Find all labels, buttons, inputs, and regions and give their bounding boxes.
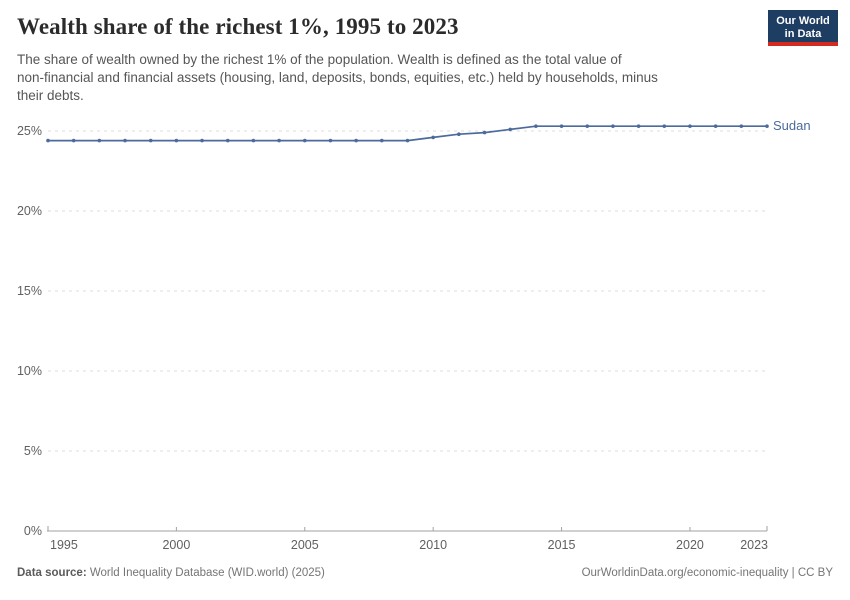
owid-logo-line2: in Data <box>784 28 822 40</box>
y-tick-label-0: 0% <box>24 524 42 538</box>
entity-label[interactable]: Sudan <box>773 118 811 133</box>
data-point-sudan-2012[interactable] <box>482 130 487 135</box>
y-tick-label-10: 10% <box>17 364 42 378</box>
x-tick-label-1995: 1995 <box>50 538 78 552</box>
data-point-sudan-1998[interactable] <box>123 138 127 143</box>
data-point-sudan-2022[interactable] <box>739 124 744 128</box>
data-point-sudan-2010[interactable] <box>431 135 435 140</box>
data-point-sudan-2019[interactable] <box>662 124 667 128</box>
data-point-sudan-1997[interactable] <box>97 138 102 143</box>
data-point-sudan-2020[interactable] <box>688 124 692 128</box>
data-point-sudan-2013[interactable] <box>508 127 513 132</box>
data-point-sudan-2002[interactable] <box>225 138 230 143</box>
y-tick-label-15: 15% <box>17 284 42 298</box>
chart-subtitle: The share of wealth owned by the richest… <box>17 52 658 103</box>
owid-logo[interactable]: Our World in Data <box>768 10 838 46</box>
data-point-sudan-2018[interactable] <box>636 124 641 128</box>
data-point-sudan-2006[interactable] <box>328 138 333 143</box>
data-point-sudan-1999[interactable] <box>148 138 153 143</box>
data-point-sudan-2004[interactable] <box>277 138 281 143</box>
y-tick-label-20: 20% <box>17 204 42 218</box>
x-tick-label-2010: 2010 <box>419 538 447 552</box>
data-point-sudan-2000[interactable] <box>174 138 179 143</box>
x-tick-label-2020: 2020 <box>676 538 704 552</box>
data-point-sudan-1995[interactable] <box>46 138 50 143</box>
data-point-sudan-2017[interactable] <box>611 124 615 128</box>
data-point-sudan-2007[interactable] <box>354 138 358 143</box>
x-tick-label-2000: 2000 <box>162 538 190 552</box>
x-tick-label-2015: 2015 <box>548 538 576 552</box>
data-source-value: World Inequality Database (WID.world) (2… <box>86 567 325 579</box>
x-tick-label-2023: 2023 <box>740 538 768 552</box>
data-point-sudan-2011[interactable] <box>457 132 461 136</box>
data-point-sudan-2008[interactable] <box>380 138 384 143</box>
data-source: Data source: World Inequality Database (… <box>17 567 325 579</box>
data-point-sudan-2005[interactable] <box>302 138 307 143</box>
data-point-sudan-2015[interactable] <box>559 124 564 128</box>
data-point-sudan-2016[interactable] <box>585 124 590 128</box>
data-point-sudan-2001[interactable] <box>200 138 204 143</box>
data-point-sudan-1996[interactable] <box>71 138 76 143</box>
data-point-sudan-2021[interactable] <box>713 124 718 128</box>
x-tick-label-2005: 2005 <box>291 538 319 552</box>
chart-title: Wealth share of the richest 1%, 1995 to … <box>17 14 459 39</box>
data-source-label: Data source: <box>17 567 87 579</box>
data-point-sudan-2023[interactable] <box>765 124 769 128</box>
footer-link[interactable]: OurWorldinData.org/economic-inequality |… <box>581 567 833 579</box>
data-point-sudan-2003[interactable] <box>251 138 256 143</box>
data-point-sudan-2009[interactable] <box>405 138 410 143</box>
owid-logo-line1: Our World <box>776 15 830 27</box>
y-tick-label-25: 25% <box>17 124 42 138</box>
data-point-sudan-2014[interactable] <box>534 124 538 128</box>
series-line-sudan[interactable] <box>48 125 767 142</box>
y-tick-label-5: 5% <box>24 444 42 458</box>
